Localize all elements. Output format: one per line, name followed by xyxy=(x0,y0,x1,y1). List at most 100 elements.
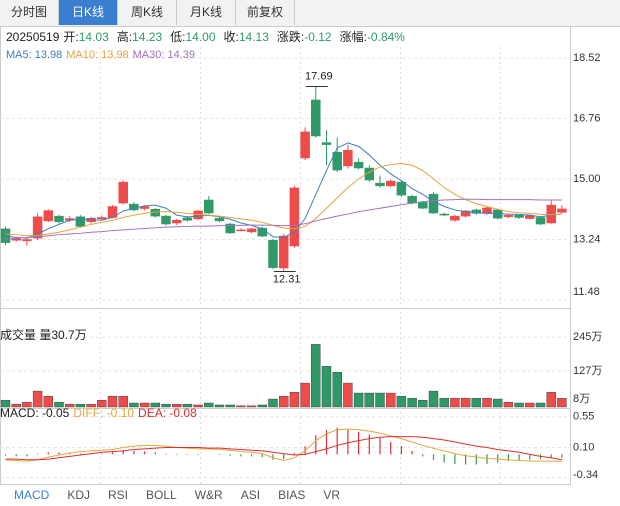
volume-bar xyxy=(546,392,556,408)
indicator-tab[interactable]: VR xyxy=(323,488,341,502)
volume-bar xyxy=(268,398,278,408)
volume-bar xyxy=(396,395,407,408)
candle-body xyxy=(482,207,492,214)
volume-bar xyxy=(107,395,118,408)
indicator-tab[interactable]: MACD xyxy=(14,488,50,502)
candle-body xyxy=(171,220,182,224)
y-tick-label: 0.10 xyxy=(573,441,594,453)
candle-body xyxy=(428,193,439,214)
indicator-line xyxy=(5,163,562,237)
indicator-tab[interactable]: W&R xyxy=(194,488,223,502)
info-value: 14.23 xyxy=(132,30,163,44)
candle-body xyxy=(225,223,235,234)
indicator-tab[interactable]: KDJ xyxy=(67,488,91,502)
candle-body xyxy=(396,181,407,196)
volume-bar xyxy=(407,397,417,408)
indicator-line xyxy=(5,428,562,462)
candle-body xyxy=(460,210,471,217)
volume-bar xyxy=(11,403,21,408)
volume-bar xyxy=(171,403,182,408)
volume-bar xyxy=(161,403,171,408)
candle-body xyxy=(32,216,43,239)
indicator-tab[interactable]: BIAS xyxy=(278,488,306,502)
candle-body xyxy=(535,217,546,225)
legend-entry: DIFF: -0.10 xyxy=(73,406,134,420)
y-tick-label: 8万 xyxy=(573,393,590,405)
volume-bar xyxy=(375,392,385,408)
info-label: 低: xyxy=(170,30,186,44)
volume-bar xyxy=(257,404,267,408)
volume-bar xyxy=(43,395,53,408)
volume-bar xyxy=(64,403,75,408)
volume-title: 成交量 量30.7万 xyxy=(0,327,87,342)
candle-body xyxy=(343,149,353,167)
volume-bar xyxy=(0,399,11,408)
y-tick-label: 127万 xyxy=(573,365,602,377)
period-tab[interactable]: 前复权 xyxy=(236,0,295,25)
period-tab[interactable]: 日K线 xyxy=(59,0,118,25)
volume-bar xyxy=(428,390,439,408)
info-value: -0.12 xyxy=(304,30,332,44)
indicator-line xyxy=(5,436,562,461)
indicator-tab[interactable]: ASI xyxy=(240,488,261,502)
candle-body xyxy=(22,239,32,242)
y-tick-label: 18.52 xyxy=(573,52,601,64)
volume-bar xyxy=(535,402,546,408)
candle-body xyxy=(418,202,428,209)
legend: MA5: 13.98 MA10: 13.98 MA30: 14.39 xyxy=(6,49,195,61)
volume-bar xyxy=(503,401,514,408)
volume-bar xyxy=(150,402,161,408)
candle-body xyxy=(118,181,128,204)
volume-bar xyxy=(321,366,332,408)
legend-entry: DEA: -0.08 xyxy=(138,406,197,420)
volume-bar xyxy=(386,392,396,408)
volume-bar xyxy=(418,399,428,408)
volume-bar xyxy=(493,398,503,408)
candle-body xyxy=(353,161,364,169)
legend-entry: MACD: -0.05 xyxy=(0,406,70,420)
volume-bar xyxy=(300,382,310,408)
candle-body xyxy=(214,217,225,222)
candle-body xyxy=(525,215,535,219)
info-label: 涨幅: xyxy=(339,30,367,44)
candle-body xyxy=(332,151,342,171)
volume-bar xyxy=(557,398,567,408)
volume-bar xyxy=(246,405,257,408)
candle-body xyxy=(514,214,524,218)
annotation: 12.31 xyxy=(273,273,301,285)
volume-bar xyxy=(471,397,481,408)
volume-bar xyxy=(514,402,524,408)
info-value: 14.00 xyxy=(185,30,216,44)
candle-body xyxy=(375,182,385,187)
y-tick-label: 11.48 xyxy=(573,286,600,298)
indicator-tab[interactable]: BOLL xyxy=(146,488,177,502)
volume-bar xyxy=(525,402,535,408)
y-tick-label: 16.76 xyxy=(573,112,601,124)
volume-bar xyxy=(311,344,321,408)
volume-bar xyxy=(86,403,96,408)
volume-bar xyxy=(182,403,193,408)
candle-body xyxy=(139,206,150,209)
candle-body xyxy=(236,229,246,232)
volume-bar xyxy=(450,397,460,408)
period-tab[interactable]: 月K线 xyxy=(177,0,236,25)
info-label: 涨跌: xyxy=(276,30,305,44)
info-value: 14.03 xyxy=(78,30,109,44)
info-bar: 20250519 开:14.03 高:14.23 低:14.00 收:14.13 涨跌:-… xyxy=(6,28,409,45)
volume-bar xyxy=(32,390,43,408)
volume-bar xyxy=(204,402,214,408)
volume-bar xyxy=(214,404,225,408)
info-label: 高: xyxy=(116,30,133,44)
period-tab[interactable]: 分时图 xyxy=(0,0,59,25)
candle-body xyxy=(503,214,514,218)
volume-bar xyxy=(353,392,364,408)
volume-bar xyxy=(236,405,246,408)
volume-bar xyxy=(482,397,492,408)
volume-bar xyxy=(139,402,150,408)
period-tab[interactable]: 周K线 xyxy=(118,0,177,25)
volume-bar xyxy=(279,395,289,408)
candle-body xyxy=(97,217,107,220)
indicator-tab[interactable]: RSI xyxy=(108,488,129,502)
candle-body xyxy=(204,199,214,214)
